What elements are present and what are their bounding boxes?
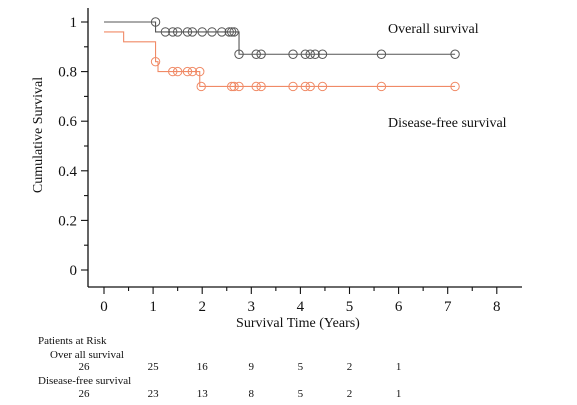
x-tick-label: 5: [346, 299, 354, 315]
x-tick-label: 8: [493, 299, 501, 315]
x-tick-label: 2: [198, 299, 206, 315]
censor-mark: [251, 49, 261, 59]
km-curve-0: [104, 21, 456, 55]
x-axis-title: Survival Time (Years): [236, 316, 360, 331]
y-tick-label: 1: [70, 15, 78, 31]
censor-mark: [226, 27, 237, 37]
censor-mark: [450, 49, 460, 59]
x-tick-label: 0: [100, 299, 108, 315]
censor-mark: [305, 49, 315, 59]
censor-mark: [256, 81, 266, 92]
x-tick-label: 7: [444, 299, 452, 315]
x-tick-label: 4: [297, 299, 305, 315]
risk-count: 9: [249, 361, 255, 373]
risk-table-title: Patients at Risk: [38, 335, 107, 347]
censor-mark: [197, 27, 207, 37]
censor-mark: [317, 81, 328, 92]
censor-mark: [168, 27, 178, 37]
x-tick-label: 1: [149, 299, 157, 315]
censor-mark: [305, 81, 315, 92]
y-tick-label: 0.6: [58, 114, 77, 130]
y-tick-label: 0: [70, 263, 78, 279]
risk-count: 1: [396, 361, 402, 373]
censor-mark: [172, 27, 183, 37]
km-curve-1: [104, 31, 456, 88]
censor-mark: [376, 49, 387, 59]
risk-count: 8: [249, 388, 255, 400]
censor-mark: [229, 81, 239, 92]
risk-count: 2: [347, 388, 353, 400]
risk-count: 25: [148, 361, 160, 373]
risk-count: 2: [347, 361, 353, 373]
x-tick-label: 6: [395, 299, 403, 315]
censor-mark: [450, 81, 460, 92]
censor-mark: [376, 81, 387, 92]
y-tick-label: 0.4: [58, 164, 77, 180]
censor-mark: [150, 56, 161, 67]
risk-count: 5: [298, 388, 304, 400]
y-axis-title: Cumulative Survival: [31, 77, 46, 193]
censor-mark: [150, 17, 161, 27]
censor-mark: [187, 66, 198, 77]
risk-count: 1: [396, 388, 402, 400]
censor-mark: [229, 27, 239, 37]
x-tick-label: 3: [248, 299, 256, 315]
risk-count: 23: [148, 388, 160, 400]
risk-count: 16: [197, 361, 209, 373]
risk-count: 26: [79, 361, 91, 373]
censor-mark: [256, 49, 266, 59]
censor-mark: [234, 49, 244, 59]
censor-mark: [288, 49, 298, 59]
risk-count: 5: [298, 361, 304, 373]
censor-mark: [196, 81, 206, 92]
censor-mark: [300, 49, 311, 59]
risk-count: 26: [79, 388, 91, 400]
censor-mark: [317, 49, 328, 59]
censor-mark: [168, 66, 178, 77]
censor-mark: [251, 81, 261, 92]
censor-mark: [226, 81, 237, 92]
censor-mark: [217, 27, 227, 37]
risk-count: 13: [197, 388, 209, 400]
censor-mark: [172, 66, 183, 77]
censor-mark: [160, 27, 171, 37]
censor-mark: [182, 27, 193, 37]
censor-mark: [187, 27, 198, 37]
series-label-1: Disease-free survival: [388, 116, 507, 131]
censor-mark: [310, 49, 320, 59]
censor-mark: [224, 27, 234, 37]
censor-mark: [182, 66, 193, 77]
censor-mark: [300, 81, 311, 92]
risk-row-label: Disease-free survival: [38, 375, 131, 387]
y-tick-label: 0.8: [58, 65, 77, 81]
risk-row-label: Over all survival: [50, 349, 124, 361]
censor-mark: [234, 81, 244, 92]
censor-mark: [195, 66, 205, 77]
censor-mark: [288, 81, 298, 92]
censor-mark: [207, 27, 217, 37]
series-label-0: Overall survival: [388, 22, 479, 37]
y-tick-label: 0.2: [58, 213, 77, 229]
